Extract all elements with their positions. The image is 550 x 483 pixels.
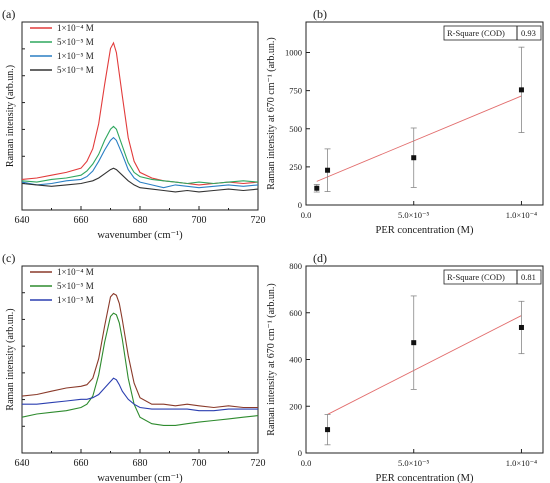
y-tick-label: 500 [289, 124, 302, 134]
series-line-4 [21, 167, 259, 193]
y-tick-label: 1000 [285, 48, 302, 58]
fit-line [316, 95, 522, 182]
x-axis-label: PER concentration (M) [376, 225, 474, 236]
x-tick-label: 720 [251, 458, 266, 469]
legend-label: 1×10⁻⁵ M [57, 51, 94, 61]
data-point [325, 167, 331, 173]
x-tick-label: 660 [74, 215, 89, 226]
y-axis-label: Raman intensity at 670 cm⁻¹ (arb.un.) [266, 37, 277, 189]
y-tick-label: 0 [298, 200, 302, 210]
x-tick-label: 680 [133, 215, 148, 226]
panel-a: (a) 640 660 680 700 720 wavenumber (cm⁻¹) Raman… [2, 7, 266, 241]
legend-label: 5×10⁻⁶ M [57, 65, 94, 75]
y-tick-label: 400 [289, 355, 302, 365]
x-tick-label: 640 [15, 458, 30, 469]
x-tick-label: 660 [74, 458, 89, 469]
panel-b: (b) 0.0 5.0×10⁻⁵ 1.0×10⁻⁴ 0 250 500 750 1000 PER … [266, 7, 544, 236]
panel-d: (d) 0.0 5.0×10⁻⁵ 1.0×10⁻⁴ 0 200 400 600 800 PER c… [266, 251, 544, 483]
panel-label: (c) [2, 251, 15, 265]
y-tick-label: 0 [298, 448, 302, 458]
r-square-value: 0.93 [521, 28, 536, 38]
series-line-3 [21, 136, 259, 189]
y-tick-label: 600 [289, 308, 302, 318]
y-tick-label: 200 [289, 401, 302, 411]
series-line-1 [21, 41, 259, 186]
x-tick-label: 640 [15, 215, 30, 226]
legend-label: 5×10⁻⁵ M [57, 37, 94, 47]
legend-label: 1×10⁻⁴ M [57, 23, 94, 33]
panel-c: (c) 640 660 680 700 720 wavenumber (cm⁻¹) Raman… [2, 251, 266, 483]
y-axis-label: Raman intensity at 670 cm⁻¹ (arb.un.) [266, 283, 277, 435]
x-tick-label: 1.0×10⁻⁴ [506, 458, 537, 468]
legend-label: 5×10⁻⁵ M [57, 281, 94, 291]
y-axis-label: Raman intensity (arb.un.) [5, 308, 16, 410]
x-axis-label: PER concentration (M) [376, 473, 474, 483]
x-tick-label: 1.0×10⁻⁴ [506, 210, 537, 220]
panel-label: (d) [313, 251, 327, 265]
x-tick-label: 5.0×10⁻⁵ [398, 458, 429, 468]
r-square-label: R-Square (COD) [447, 28, 505, 38]
x-tick-label: 0.0 [301, 458, 312, 468]
legend-label: 1×10⁻⁵ M [57, 295, 94, 305]
data-point [518, 324, 524, 330]
fit-line [327, 315, 522, 415]
legend-label: 1×10⁻⁴ M [57, 267, 94, 277]
plot-frame [305, 265, 544, 454]
r-square-label: R-Square (COD) [447, 272, 505, 282]
data-point [411, 155, 417, 161]
data-point [411, 340, 417, 346]
series-line-2 [21, 125, 259, 185]
data-point [325, 427, 331, 433]
y-tick-label: 800 [289, 261, 302, 271]
data-point [518, 87, 524, 93]
x-tick-label: 0.0 [301, 210, 312, 220]
series-line-3 [22, 377, 258, 412]
panel-label: (a) [2, 7, 15, 21]
x-axis-label: wavenumber (cm⁻¹) [97, 230, 183, 241]
x-tick-label: 700 [192, 458, 207, 469]
x-tick-label: 5.0×10⁻⁵ [398, 210, 429, 220]
x-tick-label: 700 [192, 215, 207, 226]
series-line-2 [21, 312, 259, 426]
x-tick-label: 680 [133, 458, 148, 469]
plot-frame [305, 21, 544, 206]
x-axis-label: wavenumber (cm⁻¹) [97, 473, 183, 483]
y-tick-label: 250 [289, 162, 302, 172]
series-line-1 [21, 292, 258, 409]
data-point [314, 185, 320, 191]
x-tick-label: 720 [251, 215, 266, 226]
y-tick-label: 750 [289, 86, 302, 96]
panel-label: (b) [313, 7, 327, 21]
y-axis-label: Raman intensity (arb.un.) [5, 65, 16, 167]
r-square-value: 0.81 [521, 272, 536, 282]
